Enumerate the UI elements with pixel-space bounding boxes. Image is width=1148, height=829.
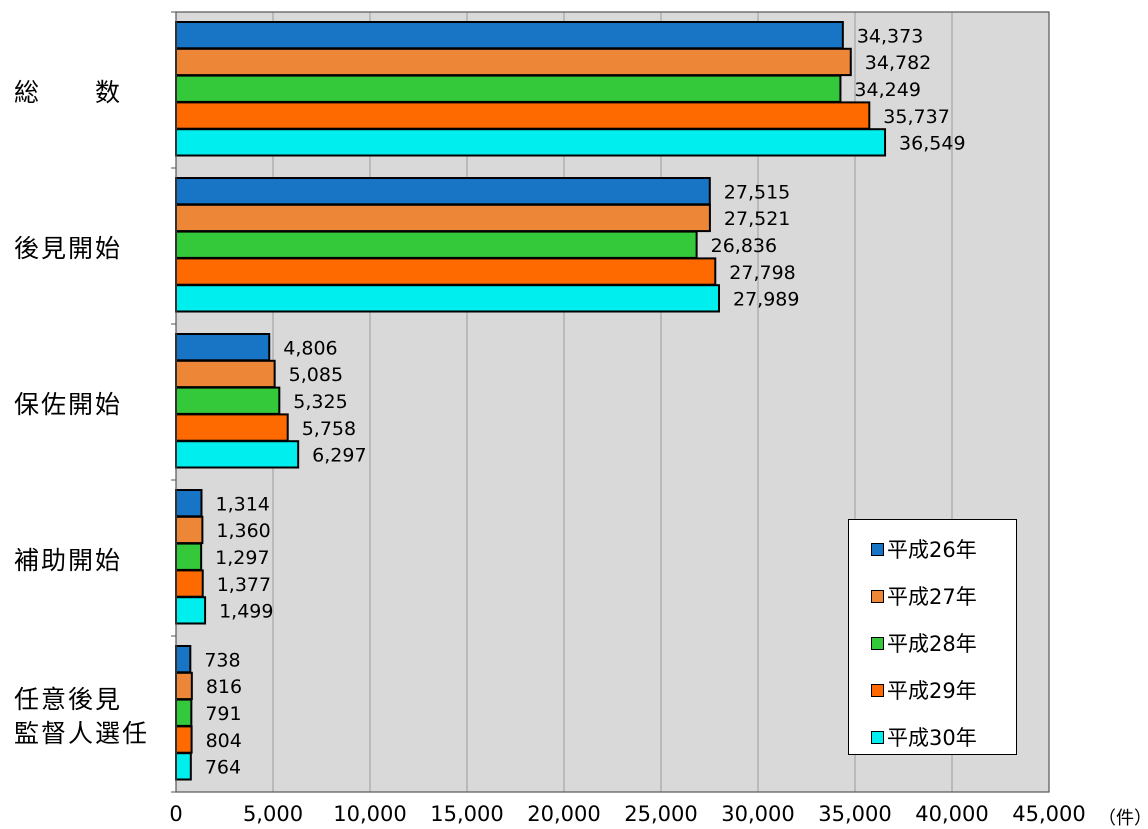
bar — [175, 596, 207, 625]
x-tick-label: 40,000 — [915, 802, 988, 826]
bar — [175, 569, 204, 598]
bar — [175, 752, 192, 781]
bar-value-label: 5,325 — [293, 391, 347, 413]
bar-value-label: 6,297 — [312, 445, 366, 467]
bar-value-label: 34,249 — [854, 79, 920, 101]
bar-value-label: 1,377 — [217, 574, 271, 596]
bar — [175, 386, 281, 415]
bar-value-label: 27,515 — [724, 181, 790, 203]
bar-value-label: 804 — [206, 730, 242, 752]
legend-swatch — [871, 637, 884, 650]
bar — [175, 284, 720, 313]
legend-item: 平成30年 — [871, 722, 977, 752]
legend-label: 平成27年 — [887, 585, 977, 609]
bar — [175, 489, 203, 518]
category-label: 保佐開始 — [14, 390, 123, 419]
bar — [175, 725, 193, 754]
bar — [175, 542, 203, 571]
bar — [175, 359, 276, 389]
legend-swatch — [871, 543, 884, 556]
category-label: 補助開始 — [14, 546, 123, 575]
bar-value-label: 27,521 — [724, 208, 790, 230]
bar — [175, 203, 711, 233]
bar-value-label: 5,758 — [302, 418, 356, 440]
x-tick-label: 20,000 — [527, 802, 600, 826]
x-tick-label: 35,000 — [818, 802, 891, 826]
legend-label: 平成29年 — [887, 679, 977, 703]
x-tick-label: 30,000 — [721, 802, 794, 826]
bar — [175, 698, 193, 727]
bar-value-label: 764 — [205, 757, 241, 779]
bar — [175, 74, 842, 103]
legend-swatch — [871, 731, 884, 744]
bar — [175, 101, 871, 130]
legend: 平成26年平成27年平成28年平成29年平成30年 — [848, 519, 1017, 755]
x-tick-label: 45,000 — [1012, 802, 1085, 826]
legend-label: 平成26年 — [887, 538, 977, 562]
bar — [175, 333, 271, 362]
bar-value-label: 34,782 — [865, 52, 931, 74]
bar-value-label: 27,989 — [733, 289, 799, 311]
bar — [175, 440, 300, 469]
bar-value-labels: 34,373 34,782 34,249 35,737 36,549 27,515 27,5… — [204, 25, 965, 778]
category-label: 後見開始 — [14, 234, 123, 263]
category-label: 任意後見 — [14, 685, 123, 714]
bar — [175, 645, 192, 674]
bar-value-label: 816 — [206, 676, 242, 698]
bar — [175, 230, 698, 259]
bar-value-label: 1,297 — [215, 547, 269, 569]
x-tick-label: 0 — [169, 802, 182, 826]
bar-value-label: 35,737 — [883, 106, 949, 128]
bar — [175, 47, 852, 77]
plot-border — [175, 11, 1050, 793]
bar-value-label: 738 — [204, 649, 240, 671]
bar — [175, 515, 204, 545]
x-axis-unit: （件） — [1098, 808, 1148, 829]
x-tick-labels: 0 5,000 10,000 15,000 20,000 25,000 30,000 35,0… — [169, 802, 1085, 826]
category-label: 監督人選任 — [14, 719, 150, 748]
bar-value-label: 26,836 — [711, 235, 777, 257]
legend-item: 平成26年 — [871, 534, 977, 564]
axes — [171, 11, 1050, 793]
legend-swatch — [871, 684, 884, 697]
bar — [175, 257, 717, 286]
x-tick-label: 10,000 — [333, 802, 406, 826]
bar-value-label: 1,314 — [215, 493, 269, 515]
bars — [175, 21, 887, 781]
bar — [175, 21, 844, 50]
bar — [175, 177, 711, 206]
bar-value-label: 1,360 — [216, 520, 270, 542]
bar-value-label: 34,373 — [857, 25, 923, 47]
bar-value-label: 5,085 — [289, 364, 343, 386]
bar-value-label: 791 — [205, 703, 241, 725]
legend-label: 平成30年 — [887, 726, 977, 750]
bar-value-label: 36,549 — [899, 133, 965, 155]
bar-value-label: 27,798 — [729, 262, 795, 284]
legend-item: 平成28年 — [871, 628, 977, 658]
x-tick-label: 25,000 — [624, 802, 697, 826]
category-label: 総 数 — [14, 78, 123, 107]
bar — [175, 413, 289, 442]
x-tick-label: 5,000 — [243, 802, 303, 826]
bar-value-label: 1,499 — [219, 601, 273, 623]
legend-label: 平成28年 — [887, 632, 977, 656]
legend-item: 平成27年 — [871, 581, 977, 611]
bar — [175, 128, 887, 157]
bar-value-label: 4,806 — [283, 337, 337, 359]
legend-swatch — [871, 590, 884, 603]
legend-item: 平成29年 — [871, 675, 977, 705]
x-tick-label: 15,000 — [430, 802, 503, 826]
bar — [175, 671, 193, 701]
